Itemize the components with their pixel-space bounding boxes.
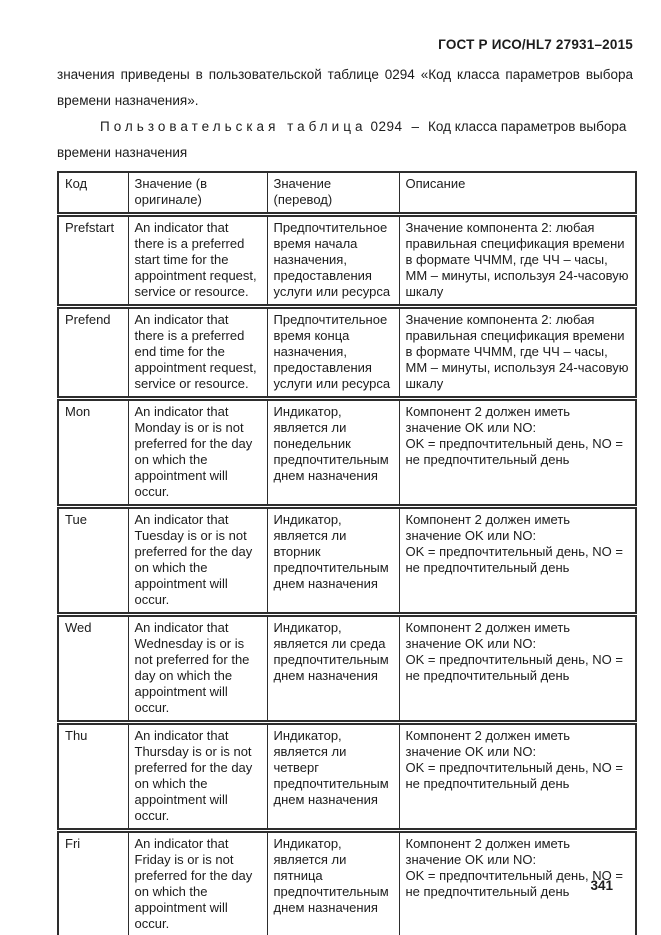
table-row-fri: Fri An indicator that Friday is or is no… [57,830,637,935]
table-caption-title: Код класса параметров выбора времени наз… [57,119,627,160]
cell-description: Компонент 2 должен иметь значение OK или… [398,614,637,725]
table-caption-number: 0294 [370,119,403,134]
cell-description: Компонент 2 должен иметь значение OK или… [398,722,637,833]
cell-original: An indicator that Thursday is or is not … [127,722,268,833]
cell-code: Prefend [57,306,129,401]
cell-code: Prefstart [57,214,129,309]
cell-original: An indicator that Wednesday is or is not… [127,614,268,725]
cell-description: Значение компонента 2: любая правильная … [398,214,637,309]
page-number: 341 [590,878,613,893]
table-caption-dash: – [411,119,420,134]
col-header-description: Описание [398,172,637,217]
cell-translation: Индикатор, является ли пятница предпочти… [266,830,400,935]
cell-original: An indicator that Friday is or is not pr… [127,830,268,935]
table-row-mon: Mon An indicator that Monday is or is no… [57,398,637,509]
cell-code: Fri [57,830,129,935]
cell-description: Компонент 2 должен иметь значение OK или… [398,830,637,935]
table-row-wed: Wed An indicator that Wednesday is or is… [57,614,637,725]
table-caption: Пользовательская таблица 0294– Код класса … [57,114,633,166]
cell-translation: Предпочтительное время конца назначения,… [266,306,400,401]
col-header-code: Код [57,172,129,217]
table-row-thu: Thu An indicator that Thursday is or is … [57,722,637,833]
table-head: Код Значение (в оригинале) Значение (пер… [57,172,637,217]
table-row-prefstart: Prefstart An indicator that there is a p… [57,214,637,309]
page-content: ГОСТ Р ИСО/HL7 27931–2015 значения приве… [57,0,637,935]
cell-original: An indicator that there is a preferred s… [127,214,268,309]
cell-original: An indicator that Monday is or is not pr… [127,398,268,509]
cell-code: Wed [57,614,129,725]
cell-original: An indicator that there is a preferred e… [127,306,268,401]
table-row-prefend: Prefend An indicator that there is a pre… [57,306,637,401]
cell-description: Компонент 2 должен иметь значение OK или… [398,506,637,617]
cell-translation: Индикатор, является ли понедельник предп… [266,398,400,509]
intro-paragraph: значения приведены в пользовательской та… [57,67,633,108]
user-table-0294: Код Значение (в оригинале) Значение (пер… [57,171,637,935]
cell-code: Mon [57,398,129,509]
cell-description: Значение компонента 2: любая правильная … [398,306,637,401]
table-body: Prefstart An indicator that there is a p… [57,214,637,935]
cell-description: Компонент 2 должен иметь значение OK или… [398,398,637,509]
cell-code: Thu [57,722,129,833]
col-header-translation: Значение (перевод) [266,172,400,217]
table-caption-label: Пользовательская таблица [100,119,367,134]
cell-code: Tue [57,506,129,617]
table-row-tue: Tue An indicator that Tuesday is or is n… [57,506,637,617]
cell-original: An indicator that Tuesday is or is not p… [127,506,268,617]
cell-translation: Предпочтительное время начала назначения… [266,214,400,309]
cell-translation: Индикатор, является ли среда предпочтите… [266,614,400,725]
cell-translation: Индикатор, является ли четверг предпочти… [266,722,400,833]
cell-translation: Индикатор, является ли вторник предпочти… [266,506,400,617]
col-header-original: Значение (в оригинале) [127,172,268,217]
table-header-row: Код Значение (в оригинале) Значение (пер… [57,172,637,217]
standard-reference: ГОСТ Р ИСО/HL7 27931–2015 [438,37,633,52]
